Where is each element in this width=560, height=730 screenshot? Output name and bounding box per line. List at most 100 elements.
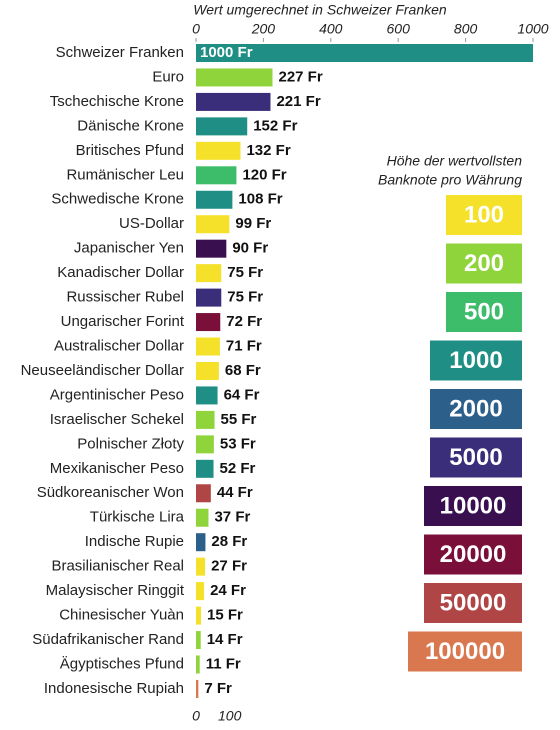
bar (196, 215, 230, 234)
legend-label: 10000 (440, 492, 507, 519)
legend-label: 100 (464, 201, 504, 228)
category-label: Kanadischer Dollar (57, 264, 184, 281)
legend-swatch (408, 631, 522, 672)
category-label: Südkoreanischer Won (37, 484, 184, 501)
value-label: 44 Fr (217, 484, 253, 501)
category-label: Ungarischer Forint (61, 313, 185, 330)
category-label: US-Dollar (119, 215, 184, 232)
bar (196, 533, 206, 552)
value-label: 227 Fr (278, 68, 322, 85)
value-label: 68 Fr (225, 362, 261, 379)
category-label: Argentinischer Peso (50, 386, 184, 403)
legend-label: 200 (464, 250, 504, 277)
category-label: Brasilianischer Real (51, 558, 184, 575)
value-label: 53 Fr (220, 435, 256, 452)
category-label: Dänische Krone (77, 117, 184, 134)
bar (196, 92, 271, 111)
legend-swatch (424, 486, 522, 526)
category-label: Israelischer Schekel (50, 411, 184, 428)
bar (196, 582, 205, 601)
category-label: Schweizer Franken (56, 44, 184, 61)
bar (196, 459, 214, 478)
legend-swatch (424, 534, 522, 575)
legend-label: 20000 (440, 541, 507, 568)
x-tick-label: 200 (251, 21, 276, 37)
x-tick-label: 400 (319, 21, 343, 37)
value-label: 11 Fr (206, 655, 241, 672)
category-label: Südafrikanischer Rand (32, 631, 184, 648)
x-tick-label: 0 (192, 708, 200, 724)
value-label: 55 Fr (221, 411, 257, 428)
value-label: 99 Fr (235, 215, 271, 232)
bar (196, 435, 214, 454)
legend-swatch (446, 195, 522, 235)
value-label: 1000 Fr (200, 44, 253, 61)
category-label: Russischer Rubel (66, 289, 184, 306)
value-label: 75 Fr (227, 264, 263, 281)
bar (196, 44, 533, 62)
bar (196, 679, 199, 698)
value-label: 72 Fr (226, 313, 262, 330)
category-label: Britisches Pfund (76, 142, 184, 159)
value-label: 14 Fr (207, 631, 243, 648)
bar (196, 508, 209, 527)
bar (196, 337, 220, 356)
value-label: 132 Fr (246, 142, 290, 159)
legend-label: 1000 (449, 347, 502, 374)
bar (196, 410, 215, 429)
category-label: Türkische Lira (90, 509, 185, 526)
x-tick-label: 100 (218, 708, 242, 724)
category-label: Japanischer Yen (74, 240, 184, 257)
legend-swatch (430, 340, 522, 381)
bar (196, 386, 218, 405)
category-label: Polnischer Złoty (77, 435, 184, 452)
category-label: Rumänischer Leu (66, 166, 184, 183)
bar (196, 68, 273, 87)
value-label: 75 Fr (227, 289, 263, 306)
bar (196, 655, 200, 674)
value-label: 221 Fr (276, 93, 320, 110)
x-tick-label: 600 (387, 21, 411, 37)
legend-swatch (430, 437, 522, 478)
value-label: 64 Fr (224, 386, 260, 403)
category-label: Indische Rupie (85, 533, 184, 550)
bar (196, 606, 202, 625)
value-label: 108 Fr (238, 191, 282, 208)
bar (196, 557, 206, 576)
value-label: 152 Fr (253, 117, 297, 134)
axis-title: Wert umgerechnet in Schweizer Franken (193, 2, 447, 18)
legend-label: 50000 (440, 589, 507, 616)
category-label: Ägyptisches Pfund (60, 655, 184, 672)
category-label: Australischer Dollar (54, 337, 184, 354)
value-label: 120 Fr (242, 166, 286, 183)
bar (196, 190, 233, 209)
category-label: Neuseeländischer Dollar (21, 362, 184, 379)
value-label: 28 Fr (211, 533, 247, 550)
value-label: 7 Fr (204, 680, 232, 697)
value-label: 24 Fr (210, 582, 246, 599)
legend-title: Banknote pro Währung (378, 172, 522, 188)
x-tick-label: 1000 (517, 21, 548, 37)
value-label: 37 Fr (214, 509, 250, 526)
legend-label: 5000 (449, 444, 502, 471)
x-tick-label: 800 (454, 21, 478, 37)
legend-label: 2000 (449, 395, 502, 422)
category-label: Euro (152, 68, 184, 85)
legend-swatch (446, 243, 522, 284)
bar (196, 166, 237, 185)
bar (196, 264, 222, 283)
category-label: Mexikanischer Peso (50, 460, 184, 477)
bar (196, 288, 222, 307)
value-label: 90 Fr (232, 240, 268, 257)
category-label: Chinesischer Yuàn (59, 607, 184, 624)
value-label: 52 Fr (220, 460, 256, 477)
category-label: Malaysischer Ringgit (46, 582, 185, 599)
bar (196, 313, 221, 332)
legend-title: Höhe der wertvollsten (387, 153, 523, 169)
category-label: Tschechische Krone (50, 93, 184, 110)
value-label: 27 Fr (211, 558, 247, 575)
legend-swatch (430, 389, 522, 429)
bar (196, 361, 219, 380)
legend-label: 500 (464, 298, 504, 325)
legend-label: 100000 (425, 638, 505, 665)
